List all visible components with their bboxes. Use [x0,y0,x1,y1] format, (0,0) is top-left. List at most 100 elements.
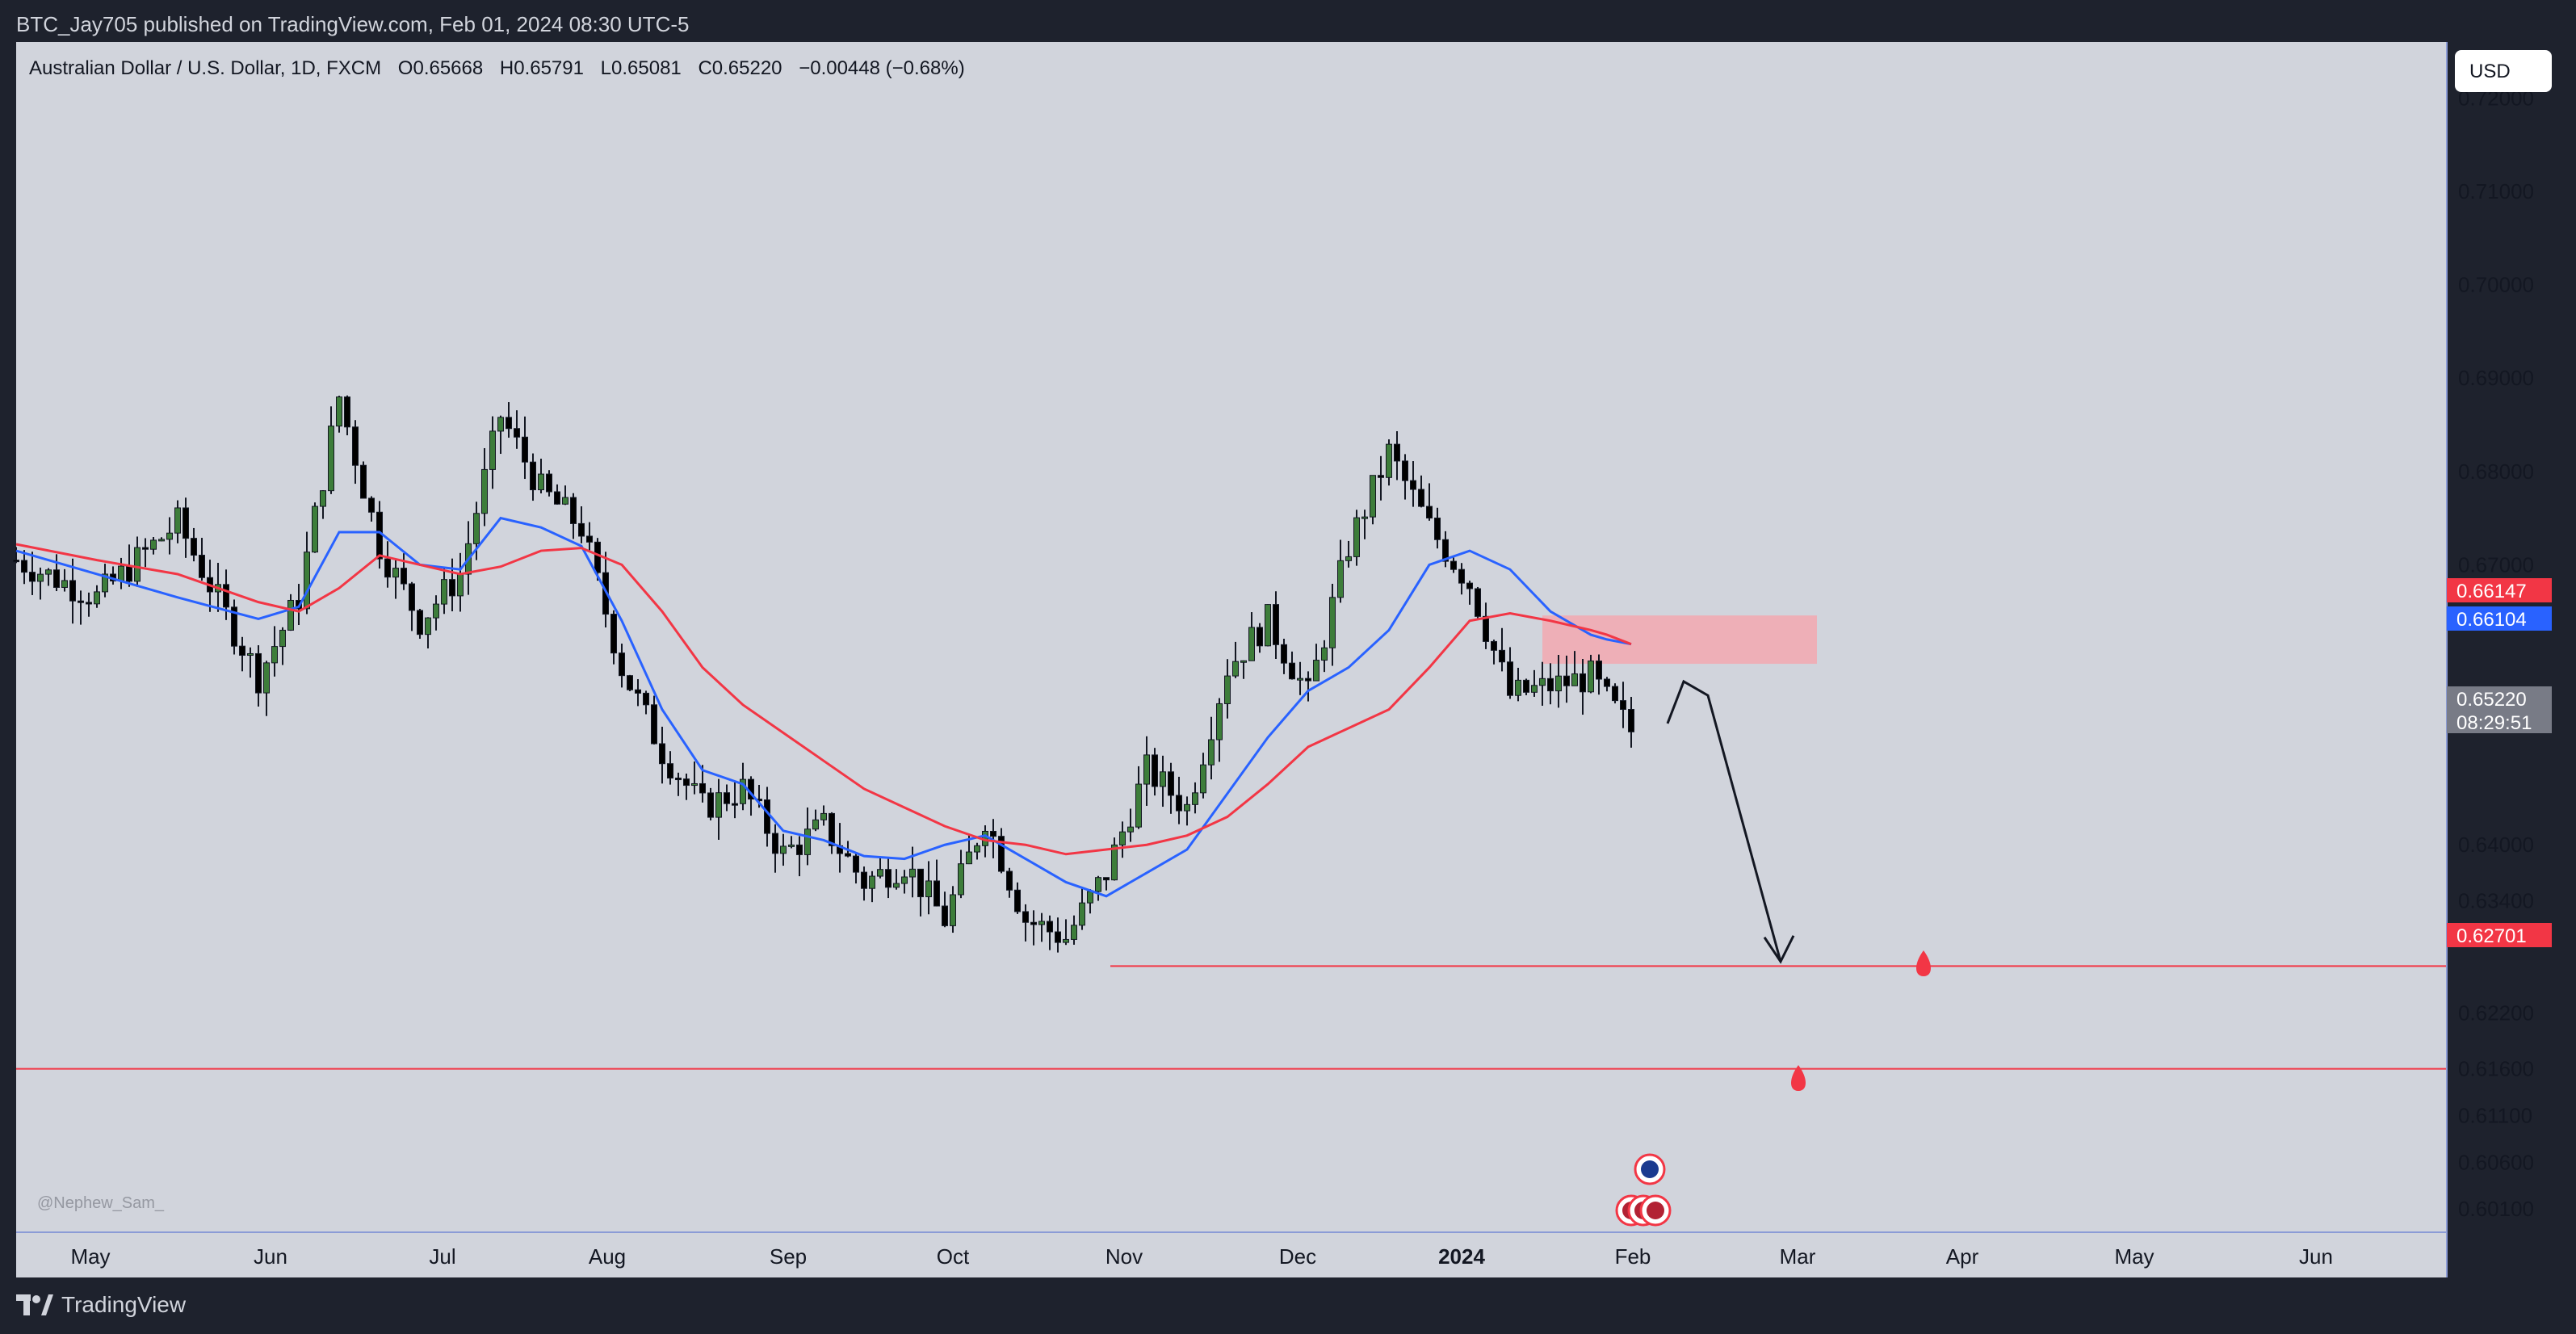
ma-slow-line[interactable] [15,543,1632,856]
candle-bear [417,610,423,636]
candle-bull [118,565,124,581]
candle-bear [21,560,27,573]
projection-path[interactable] [1666,679,1782,963]
candle-bear [1628,709,1634,732]
candle-bear [1563,675,1570,686]
candle-bull [320,490,326,507]
currency-button[interactable]: USD [2455,50,2552,92]
candle-bull [1515,679,1521,696]
candle-bear [1499,649,1505,663]
time-tick-label: Dec [1279,1244,1316,1269]
candle-bull [1386,443,1392,478]
candle-bear [231,606,237,647]
candle-bull [1095,877,1101,892]
candle-bear [86,602,92,605]
candle-bear [53,569,60,588]
candle-bear [1402,460,1408,481]
candle-bull [715,792,722,818]
candle-bull [1588,661,1594,693]
watermark: @Nephew_Sam_ [37,1194,165,1212]
candle-bear [344,396,350,428]
time-tick-label: Apr [1946,1244,1979,1269]
candle-bear [724,792,730,804]
candle-bull [1079,902,1085,926]
candle-bull [812,819,819,830]
event-drop-icon[interactable] [1791,1065,1806,1091]
candle-bull [1143,754,1150,785]
publisher-bar: BTC_Jay705 published on TradingView.com,… [0,0,2576,42]
candle-bull [1119,831,1126,845]
currency-label: USD [2469,61,2511,82]
candle-bull [1329,597,1336,648]
candle-bear [1580,673,1586,693]
candle-bull [1321,647,1328,661]
candle-bear [183,507,189,539]
candle-bull [901,876,908,884]
candle-bear [1289,662,1295,680]
tradingview-logo[interactable]: TradingView [16,1292,186,1318]
candle-bull [1071,925,1077,940]
event-drop-icon[interactable] [1916,950,1931,976]
candle-bull [1208,739,1215,766]
legend-change: −0.00448 (−0.68%) [799,57,965,79]
candle-bull [909,868,916,878]
candle-bull [304,552,310,610]
candle-bull [1063,938,1069,943]
candle-bull [1248,627,1255,661]
candle-bear [1547,677,1554,692]
candle-bull [441,579,447,605]
candle-bear [1418,489,1424,507]
candle-bull [263,662,270,694]
candle-bull [1571,673,1578,686]
candle-bear [683,778,690,787]
candle-bear [1450,560,1457,570]
candle-bear [1475,588,1481,617]
flag-inner-icon [1647,1202,1664,1219]
legend-high: H0.65791 [500,57,584,79]
candle-bear [1176,795,1182,812]
supply-zone[interactable] [1542,615,1817,665]
time-tick-label: Aug [589,1244,626,1269]
price-axis[interactable]: 0.720000.710000.700000.690000.680000.670… [16,42,2534,1277]
candle-bear [1030,921,1037,925]
candle-bull [1127,826,1134,833]
candle-bull [1361,516,1368,519]
candle-bull [94,591,100,605]
candle-bull [1160,771,1166,787]
price-axis-label: 0.66147 [2456,581,2527,602]
candle-bear [1466,582,1473,589]
candle-bull [473,513,480,544]
candle-bear [69,580,76,602]
candle-bear [546,473,552,493]
candle-bear [796,844,803,855]
candle-bull [45,569,52,575]
candle-bear [554,491,560,505]
candle-bull [950,894,956,926]
candle-bull [1370,475,1376,518]
legend-symbol: Australian Dollar / U.S. Dollar, 1D, FXC… [29,57,381,79]
candle-bull [328,426,334,492]
candle-bull [925,880,932,898]
candle-bull [740,778,746,804]
candle-bull [893,883,900,888]
candle-bear [13,560,19,563]
candle-bear [667,763,673,779]
candle-bear [933,880,940,907]
price-tick-label: 0.68000 [2458,459,2534,484]
candle-bear [29,572,36,582]
candle-bear [635,689,641,694]
price-axis-label-bg [2447,606,2552,631]
candle-bear [1596,661,1602,680]
ma-fast-line[interactable] [15,516,1632,898]
price-axis-label: 0.66104 [2456,609,2527,631]
time-axis[interactable]: May Jun Jul Aug Sep Oct Nov Dec 2024 Feb Mar Apr May… [70,1244,2333,1269]
candle-bull [174,507,181,534]
candle-bear [401,568,407,585]
candle-bear [449,579,455,597]
candle-bear [1103,877,1110,881]
candle-bull [433,603,439,619]
candle-bear [1055,931,1061,943]
candle-bull [1087,891,1093,904]
